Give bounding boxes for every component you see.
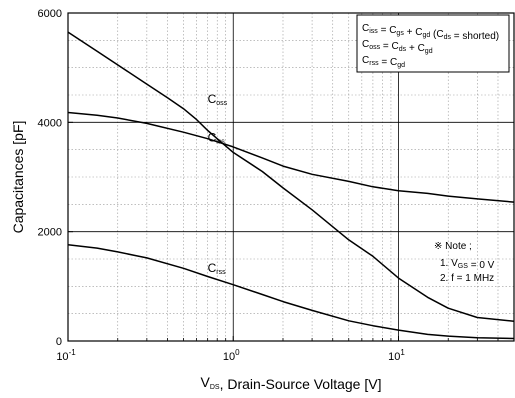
note-title: ※ Note ;	[434, 241, 472, 252]
axis-ticks: 0 2000 4000 6000 10-1 100 101	[38, 8, 515, 363]
x-axis-title: VDS, Drain-Source Voltage [V]	[201, 374, 382, 392]
legend-entry: Ciss = Cgs + Cgd (Cds = shorted)	[362, 23, 499, 42]
y-tick-label: 6000	[38, 8, 62, 20]
x-tick-label: 101	[388, 348, 405, 363]
note-item: 1. VGS = 0 V	[440, 258, 495, 271]
y-axis-title: Capacitances [pF]	[10, 121, 26, 234]
curve-labels: Coss Ciss Crss	[208, 92, 228, 276]
note: ※ Note ; 1. VGS = 0 V 2. f = 1 MHz	[434, 241, 495, 284]
y-tick-label: 2000	[38, 227, 62, 239]
legend-box	[356, 14, 510, 73]
series-line-rss	[67, 244, 515, 340]
y-tick-label: 0	[56, 336, 62, 348]
curve-label-iss: Ciss	[208, 130, 226, 145]
curve-label-rss: Crss	[208, 261, 227, 276]
x-tick-label: 10-1	[56, 348, 76, 363]
series-line-iss	[67, 111, 515, 203]
series-layer	[67, 31, 515, 340]
series-line-oss	[67, 31, 515, 323]
legend: Ciss = Cgs + Cgd (Cds = shorted)Coss = C…	[356, 14, 510, 73]
legend-entry: Crss = Cgd	[362, 55, 405, 69]
x-tick-label: 100	[223, 348, 240, 363]
y-tick-label: 4000	[38, 117, 62, 129]
plot-frame	[67, 12, 515, 342]
note-item: 2. f = 1 MHz	[440, 273, 494, 284]
curve-label-oss: Coss	[208, 92, 228, 107]
legend-entry: Coss = Cds + Cgd	[362, 39, 433, 55]
